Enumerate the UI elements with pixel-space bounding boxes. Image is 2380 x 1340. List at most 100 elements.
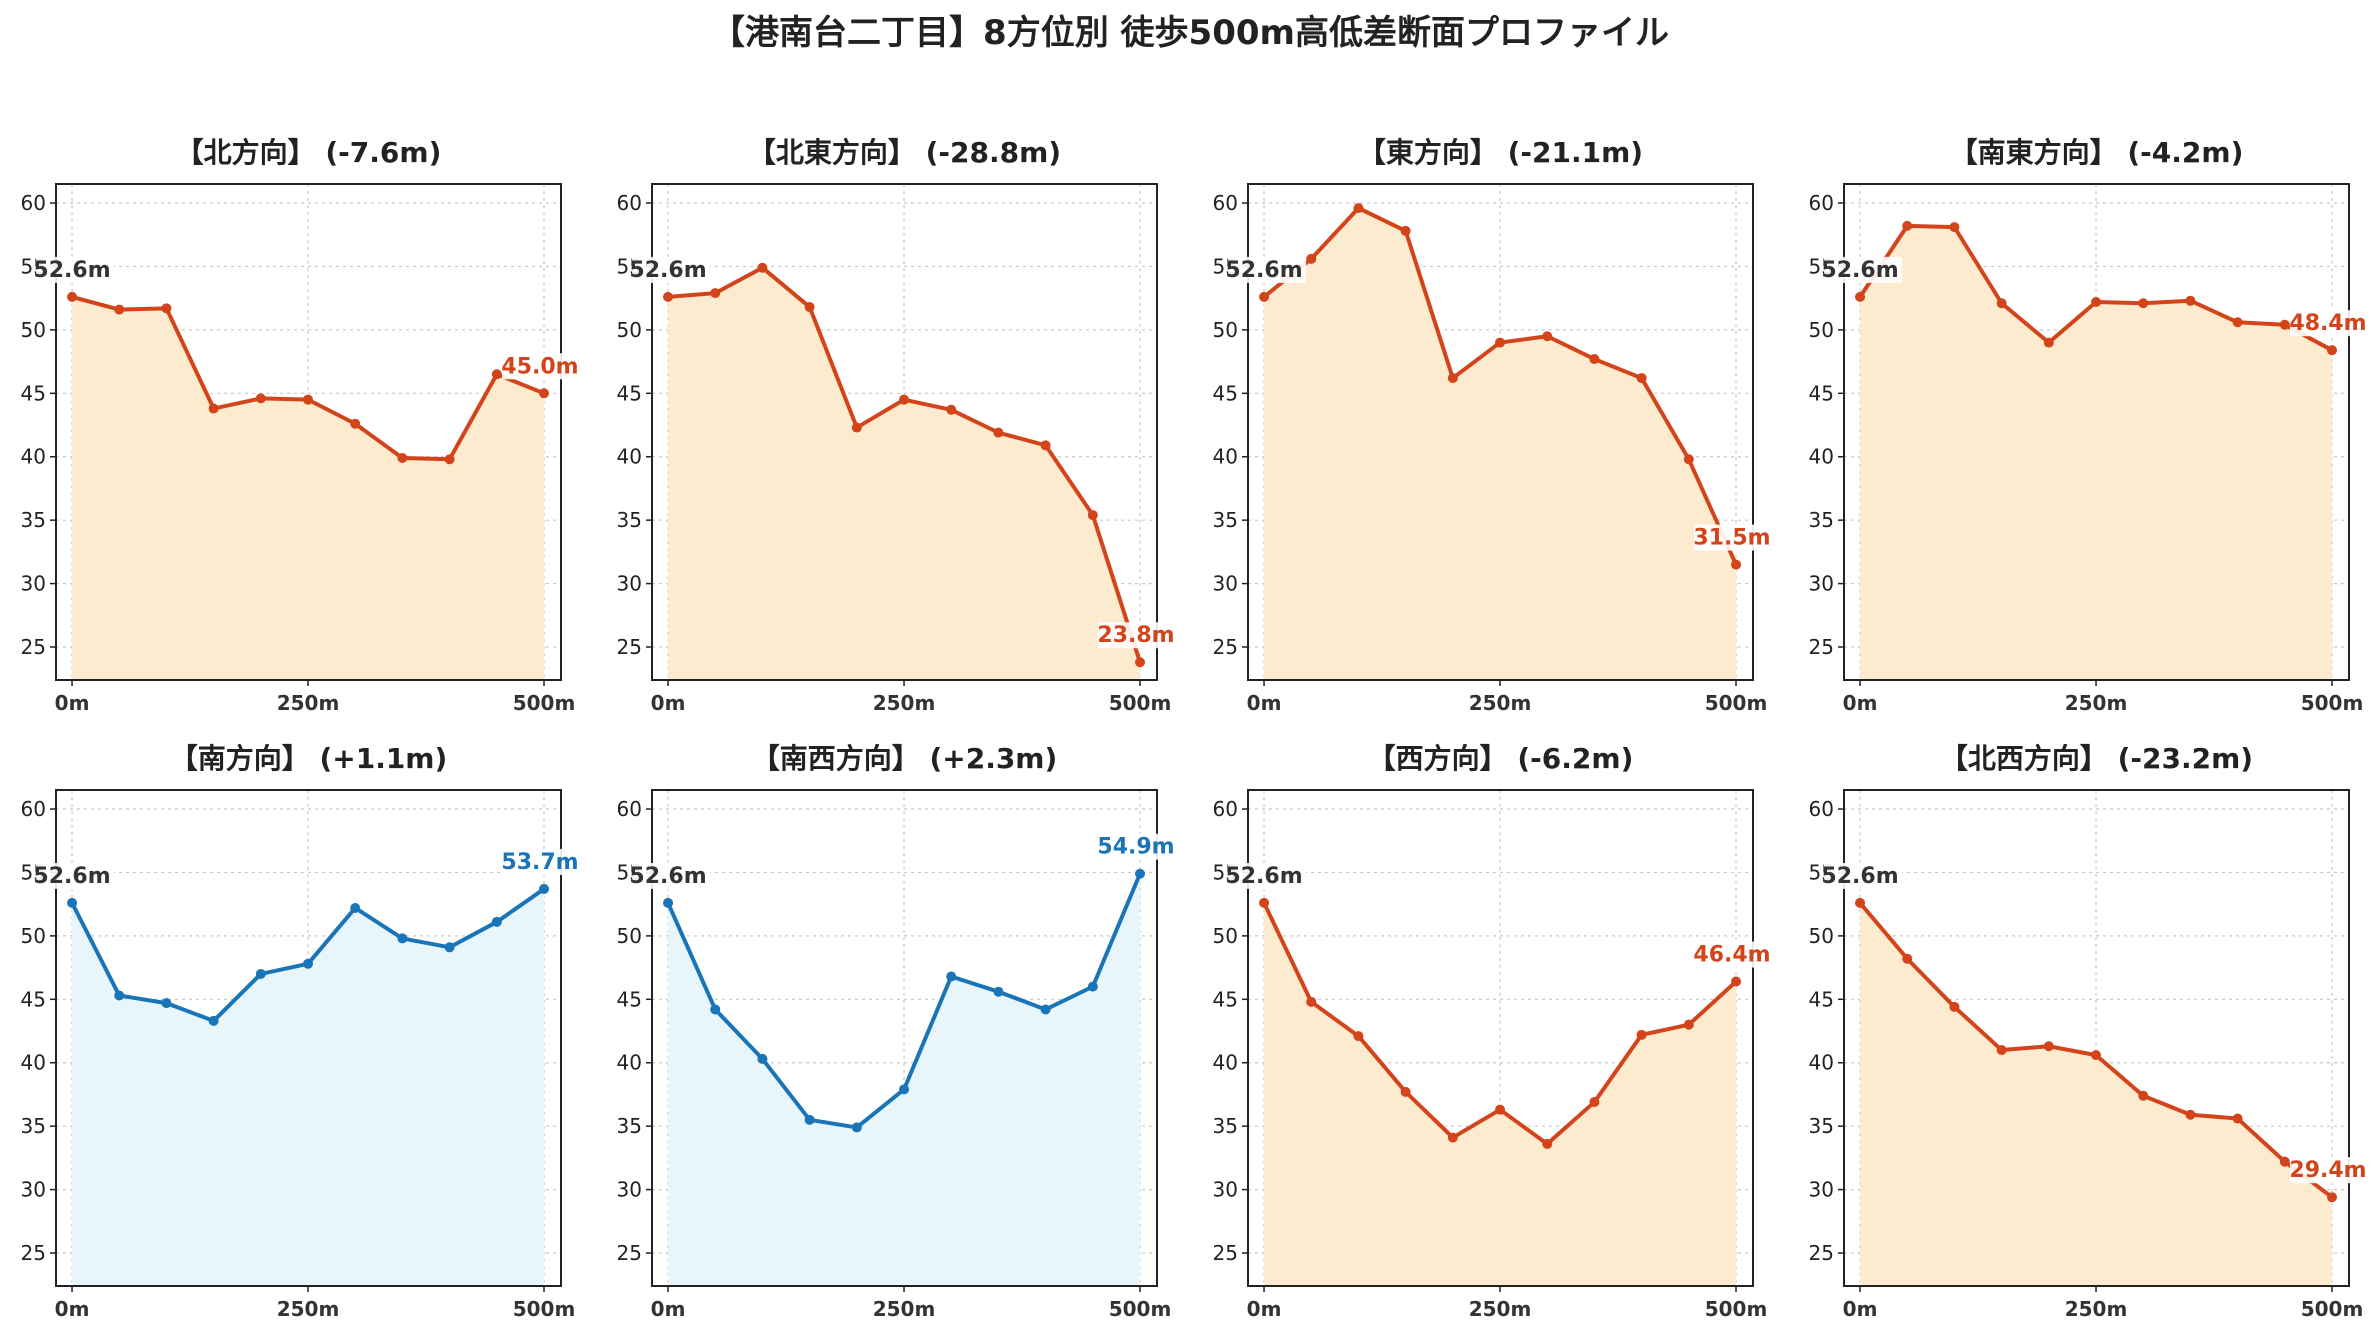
data-point [1636, 1029, 1647, 1040]
data-point [2327, 345, 2338, 356]
y-tick-label: 50 [1213, 924, 1238, 948]
start-label: 52.6m [1225, 864, 1302, 889]
y-tick-label: 30 [1213, 572, 1238, 596]
area-fill [72, 888, 545, 1286]
panel-title: 【北方向】 (-7.6m) [176, 136, 442, 169]
data-point [1731, 559, 1742, 570]
y-tick-label: 25 [21, 1241, 46, 1265]
panel-title: 【東方向】 (-21.1m) [1358, 136, 1643, 169]
y-tick-label: 35 [1809, 508, 1834, 532]
y-tick-label: 45 [1809, 987, 1834, 1011]
data-point [1589, 354, 1600, 365]
area-fill [1860, 225, 2333, 681]
y-tick-label: 60 [617, 797, 642, 821]
data-point [491, 916, 502, 927]
data-point [1040, 440, 1051, 451]
end-label: 54.9m [1097, 835, 1174, 860]
y-tick-label: 35 [1213, 508, 1238, 532]
x-tick-label: 250m [873, 1297, 936, 1321]
data-point [1731, 976, 1742, 987]
x-tick-label: 250m [2065, 1297, 2128, 1321]
x-tick-label: 500m [513, 691, 576, 715]
data-point [757, 1053, 768, 1064]
data-point [1135, 657, 1146, 668]
data-point [67, 291, 78, 302]
start-label-bg [36, 862, 115, 889]
data-point [1447, 373, 1458, 384]
data-point [208, 1015, 219, 1026]
y-tick-label: 25 [1213, 1241, 1238, 1265]
start-label: 52.6m [629, 258, 706, 283]
data-point [1996, 298, 2007, 309]
data-point [1996, 1045, 2007, 1056]
area-fill [668, 873, 1141, 1286]
y-tick-label: 50 [21, 924, 46, 948]
data-point [1902, 220, 1913, 231]
data-point [1400, 225, 1411, 236]
data-point [1495, 1104, 1506, 1115]
y-tick-label: 30 [21, 572, 46, 596]
y-tick-label: 50 [1809, 318, 1834, 342]
area-fill [1264, 208, 1737, 680]
y-tick-label: 40 [21, 445, 46, 469]
x-tick-label: 0m [1247, 1297, 1282, 1321]
y-tick-label: 50 [21, 318, 46, 342]
x-tick-label: 500m [1705, 691, 1768, 715]
data-point [1306, 996, 1317, 1007]
x-tick-label: 500m [2301, 1297, 2364, 1321]
y-tick-label: 25 [1213, 635, 1238, 659]
data-point [208, 403, 219, 414]
data-point [2279, 319, 2290, 330]
data-point [899, 1084, 910, 1095]
end-label: 48.4m [2289, 311, 2366, 336]
data-point [1087, 510, 1098, 521]
data-point [946, 971, 957, 982]
y-tick-label: 40 [617, 445, 642, 469]
panel-title: 【北西方向】 (-23.2m) [1940, 742, 2253, 775]
y-tick-label: 60 [1809, 191, 1834, 215]
data-point [1495, 337, 1506, 348]
start-label-bg [632, 862, 711, 889]
y-tick-label: 45 [1213, 381, 1238, 405]
x-tick-label: 500m [1705, 1297, 1768, 1321]
y-tick-label: 60 [617, 191, 642, 215]
data-point [2185, 1109, 2196, 1120]
data-point [350, 902, 361, 913]
area-fill [1860, 902, 2333, 1286]
data-point [2185, 295, 2196, 306]
area-fill [668, 267, 1141, 680]
data-point [1259, 291, 1270, 302]
data-point [946, 404, 957, 415]
end-label: 31.5m [1693, 526, 1770, 551]
y-tick-label: 40 [1213, 445, 1238, 469]
y-tick-label: 35 [617, 508, 642, 532]
data-point [114, 304, 125, 315]
y-tick-label: 50 [1809, 924, 1834, 948]
start-label-bg [632, 256, 711, 283]
data-point [1135, 868, 1146, 879]
panel-title: 【南西方向】 (+2.3m) [752, 742, 1058, 775]
data-point [1589, 1097, 1600, 1108]
data-point [303, 958, 314, 969]
panel-title: 【南東方向】 (-4.2m) [1950, 136, 2244, 169]
data-point [397, 933, 408, 944]
x-tick-label: 500m [513, 1297, 576, 1321]
data-point [1306, 253, 1317, 264]
y-tick-label: 45 [1213, 987, 1238, 1011]
data-point [1949, 222, 1960, 233]
y-tick-label: 40 [1809, 1051, 1834, 1075]
end-label: 23.8m [1097, 623, 1174, 648]
x-tick-label: 250m [277, 691, 340, 715]
data-point [2232, 1113, 2243, 1124]
end-label-bg [1098, 833, 1179, 860]
data-point [1855, 897, 1866, 908]
y-tick-label: 35 [21, 508, 46, 532]
data-point [2043, 337, 2054, 348]
data-point [539, 883, 550, 894]
data-point [303, 394, 314, 405]
y-tick-label: 60 [21, 797, 46, 821]
end-label: 53.7m [501, 850, 578, 875]
y-tick-label: 25 [1809, 635, 1834, 659]
